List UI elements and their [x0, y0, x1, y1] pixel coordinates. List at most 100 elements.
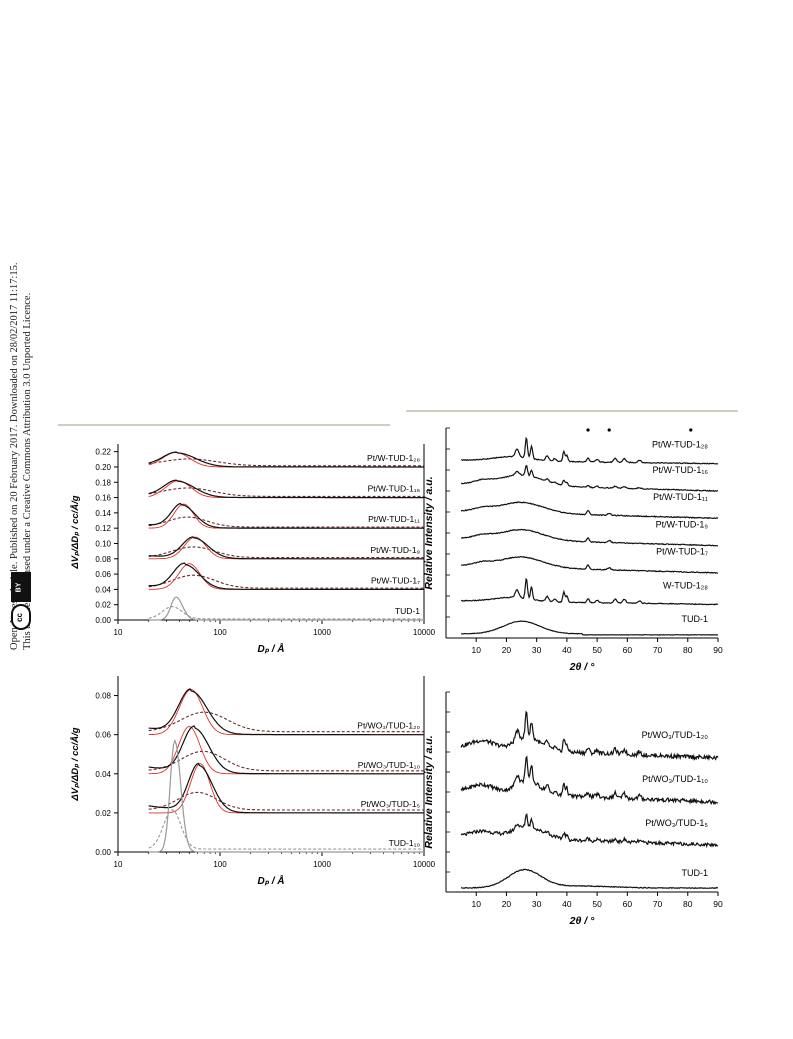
y-tick-label: 0.08 — [95, 692, 111, 701]
series-line — [460, 528, 718, 547]
left-divider — [58, 424, 390, 426]
x-tick-label: 50 — [592, 899, 602, 909]
x-tick-label: 10 — [471, 899, 481, 909]
cc-by-badge[interactable]: BY cc — [8, 570, 34, 632]
x-tick-label: 40 — [562, 899, 572, 909]
y-axis-title: Relative Intensity / a.u. — [423, 735, 435, 848]
x-tick-label: 80 — [683, 899, 693, 909]
series-label: Pt/WO₃/TUD-1₁₀ — [358, 760, 421, 770]
x-tick-label: 10 — [114, 860, 123, 869]
x-tick-label: 20 — [502, 899, 512, 909]
x-tick-label: 30 — [532, 899, 542, 909]
y-tick-label: 0.08 — [95, 555, 111, 564]
x-tick-label: 1000 — [313, 860, 331, 869]
y-tick-label: 0.00 — [95, 616, 111, 625]
y-tick-label: 0.02 — [95, 601, 111, 610]
x-axis-title: 2θ / ° — [569, 661, 595, 673]
series-dashed-line — [148, 606, 424, 620]
chart-xrd-pt-wo3: 10 20 30 40 50 60 70 80 90 2θ / ° Relative Intensi… — [423, 691, 723, 927]
series-label: Pt/W-TUD-1₁₆ — [653, 465, 709, 475]
y-tick-label: 0.14 — [95, 509, 111, 518]
series-line — [460, 710, 719, 762]
series-label: Pt/W-TUD-1₁₁ — [653, 492, 708, 502]
x-tick-label: 40 — [562, 645, 572, 655]
series-line — [148, 451, 424, 468]
y-tick-label: 0.18 — [95, 478, 111, 487]
series-label: Pt/W-TUD-1₉ — [656, 519, 709, 529]
series-line — [148, 596, 424, 621]
series-line — [148, 479, 424, 499]
series-line — [460, 501, 719, 520]
x-tick-label: 10000 — [413, 860, 436, 869]
series-line — [148, 725, 424, 775]
x-tick-label: 20 — [502, 645, 512, 655]
series-line — [460, 577, 719, 606]
series-line — [148, 688, 424, 736]
series-label: Pt/W-TUD-1₇ — [656, 547, 708, 557]
series-dashed-line — [148, 574, 424, 589]
y-axis-title: Relative Intensity / a.u. — [423, 476, 435, 589]
peak-marker — [607, 428, 611, 432]
series-label: Pt/WO₃/TUD-1₂₀ — [642, 730, 709, 740]
series-line — [461, 464, 718, 493]
y-tick-label: 0.04 — [95, 585, 111, 594]
series-dashed-line — [148, 516, 424, 528]
x-axis-title: Dₚ / Å — [257, 642, 284, 655]
series-label: TUD-1 — [682, 868, 709, 878]
chart-pore-size-pt-w: 0.00 0.02 0.04 0.06 0.08 0.10 0.12 0.14 0.16 0.18… — [70, 444, 436, 655]
chart-pore-size-pt-wo3: 0.00 0.02 0.04 0.06 0.08 10 100 1000 10000 Dₚ / Å… — [70, 676, 436, 887]
series-line — [148, 536, 424, 560]
y-tick-label: 0.10 — [95, 539, 111, 548]
x-tick-label: 50 — [592, 645, 602, 655]
x-tick-label: 60 — [623, 899, 633, 909]
y-tick-label: 0.12 — [95, 524, 111, 533]
x-tick-label: 10 — [471, 645, 481, 655]
x-tick-label: 100 — [213, 628, 227, 637]
series-label: Pt/WO₃/TUD-1₅ — [361, 799, 420, 809]
series-label: Pt/WO₃/TUD-1₁₀ — [642, 774, 708, 784]
y-tick-label: 0.02 — [95, 809, 111, 818]
series-dashed-line — [148, 750, 424, 772]
series-line — [461, 436, 719, 465]
series-line — [148, 562, 424, 590]
series-line — [148, 502, 424, 529]
x-tick-label: 30 — [532, 645, 542, 655]
series-label: TUD-1₁₀ — [389, 838, 421, 848]
chart-xrd-pt-w: 10 20 30 40 50 60 70 80 90 2θ / ° Relative Intensi… — [423, 427, 723, 673]
x-tick-label: 1000 — [313, 628, 331, 637]
right-divider — [406, 410, 738, 412]
x-axis-title: 2θ / ° — [569, 915, 595, 927]
series-line — [460, 813, 719, 849]
x-tick-label: 70 — [653, 645, 663, 655]
series-line — [148, 762, 424, 814]
y-axis-title: ΔVₚ/ΔDₚ / cc/Å/g — [70, 495, 81, 569]
series-label: Pt/W-TUD-1₂₈ — [652, 440, 708, 450]
series-label: TUD-1 — [395, 606, 420, 616]
y-tick-label: 0.06 — [95, 731, 111, 740]
series-label: W-TUD-1₂₈ — [663, 580, 708, 590]
series-label: Pt/W-TUD-1₇ — [371, 575, 420, 585]
y-tick-label: 0.22 — [95, 448, 111, 457]
peak-marker — [689, 428, 693, 432]
series-line — [460, 755, 719, 806]
series-line — [460, 620, 719, 636]
series-line — [460, 868, 719, 890]
series-dashed-line — [148, 791, 424, 811]
series-dashed-line — [148, 458, 424, 467]
y-axis-title: ΔVₚ/ΔDₚ / cc/Å/g — [70, 727, 81, 801]
series-dashed-line — [148, 546, 424, 559]
x-tick-label: 10000 — [413, 628, 436, 637]
series-label: Pt/W-TUD-1₉ — [371, 545, 421, 555]
series-label: Pt/WO₃/TUD-1₂₀ — [357, 721, 420, 731]
x-axis-title: Dₚ / Å — [257, 874, 284, 887]
x-tick-label: 90 — [713, 899, 723, 909]
x-tick-label: 100 — [213, 860, 227, 869]
series-line — [148, 738, 424, 853]
cc-icon: cc — [11, 604, 31, 630]
series-dashed-line — [148, 809, 424, 850]
by-icon: BY — [11, 572, 31, 602]
y-tick-label: 0.04 — [95, 770, 111, 779]
peak-marker — [586, 428, 590, 432]
x-tick-label: 60 — [623, 645, 633, 655]
x-tick-label: 70 — [653, 899, 663, 909]
